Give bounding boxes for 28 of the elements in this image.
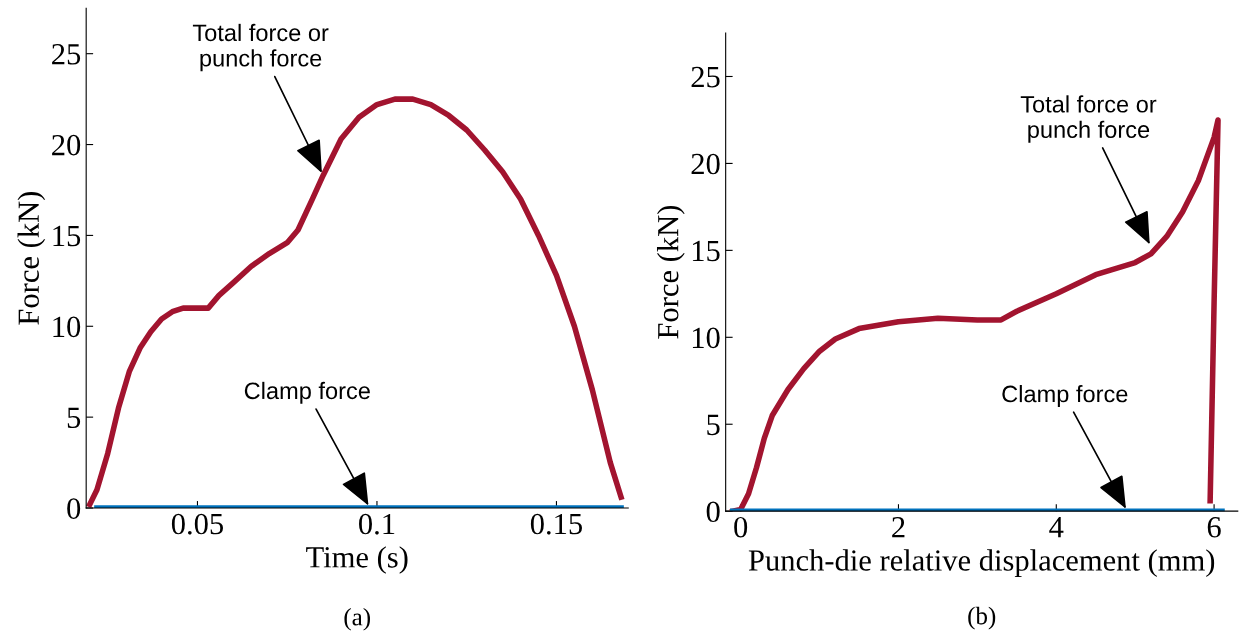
y-tick-label: 5 [707, 414, 720, 436]
y-tick-label: 25 [52, 44, 81, 65]
y-tick-label: 20 [52, 134, 81, 156]
x-axis-title: Punch-die relative displacement (mm) [748, 549, 1215, 578]
x-tick-label: 0 [734, 516, 748, 538]
x-tick-label: 6 [1207, 517, 1221, 538]
x-tick-label: 0.1 [359, 513, 395, 535]
y-tick-label: 10 [53, 316, 81, 338]
x-tick-label: 0.05 [171, 513, 224, 535]
y-axis-title: Force (kN) [17, 192, 46, 325]
x-tick-label: 0.15 [530, 513, 582, 535]
annotation: Total force or punch force [192, 23, 329, 72]
y-tick-label: 0 [67, 498, 81, 519]
x-tick-label: 2 [892, 517, 905, 538]
y-tick-label: 5 [67, 407, 81, 429]
y-tick-label: 15 [53, 225, 81, 247]
x-tick-label: 4 [1049, 517, 1064, 538]
y-tick-label: 10 [692, 327, 720, 349]
y-tick-label: 25 [691, 66, 720, 88]
text: (b) [968, 606, 996, 630]
annotation: Clamp force [1002, 385, 1128, 408]
y-tick-label: 20 [691, 153, 720, 175]
y-axis-title: Force (kN) [656, 205, 685, 339]
annotation: Clamp force [244, 381, 370, 404]
text: (a) [344, 607, 370, 631]
y-tick-label: 15 [692, 240, 720, 262]
annotation: Total force or punch force [1020, 95, 1157, 143]
x-axis-title: Time (s) [306, 546, 408, 574]
